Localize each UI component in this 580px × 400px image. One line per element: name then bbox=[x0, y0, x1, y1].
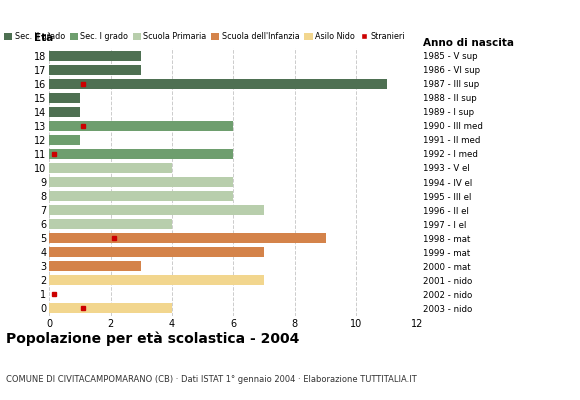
Bar bbox=[49, 205, 264, 215]
Bar bbox=[49, 191, 233, 201]
Bar bbox=[49, 177, 233, 187]
Bar bbox=[49, 65, 142, 75]
Bar bbox=[49, 135, 80, 145]
Bar bbox=[49, 261, 142, 271]
Bar bbox=[49, 79, 387, 89]
Text: Anno di nascita: Anno di nascita bbox=[423, 38, 514, 48]
Bar bbox=[49, 233, 325, 243]
Text: COMUNE DI CIVITACAMPOMARANO (CB) · Dati ISTAT 1° gennaio 2004 · Elaborazione TUT: COMUNE DI CIVITACAMPOMARANO (CB) · Dati … bbox=[6, 375, 416, 384]
Text: Età: Età bbox=[34, 33, 53, 43]
Bar bbox=[49, 163, 172, 173]
Bar bbox=[49, 51, 142, 61]
Bar bbox=[49, 303, 172, 313]
Bar bbox=[49, 275, 264, 285]
Bar bbox=[49, 219, 172, 229]
Legend: Sec. II grado, Sec. I grado, Scuola Primaria, Scuola dell'Infanzia, Asilo Nido, : Sec. II grado, Sec. I grado, Scuola Prim… bbox=[4, 32, 405, 41]
Text: Popolazione per età scolastica - 2004: Popolazione per età scolastica - 2004 bbox=[6, 332, 299, 346]
Bar bbox=[49, 107, 80, 117]
Bar bbox=[49, 149, 233, 159]
Bar bbox=[49, 247, 264, 257]
Bar bbox=[49, 121, 233, 131]
Bar bbox=[49, 93, 80, 103]
